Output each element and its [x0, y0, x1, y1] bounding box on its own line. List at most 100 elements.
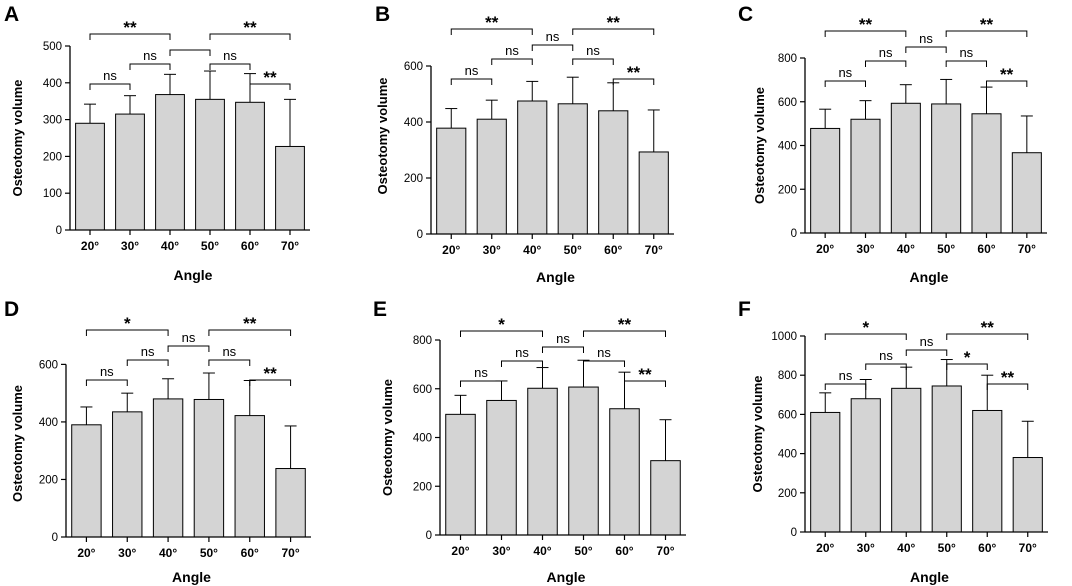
bar	[112, 411, 143, 538]
x-axis-label: Angle	[910, 269, 949, 285]
y-tick-label: 0	[52, 532, 58, 544]
significance-bracket	[208, 359, 251, 366]
y-tick-label: 800	[778, 370, 797, 382]
significance-bracket	[824, 383, 867, 390]
significance-label: ns	[838, 65, 852, 80]
significance-label: ns	[515, 345, 529, 360]
x-tick-label: 30°	[118, 546, 136, 560]
bar	[75, 122, 105, 231]
significance-label: **	[243, 314, 257, 333]
y-tick-label: 800	[778, 53, 797, 65]
y-axis-label: Osteotomy volume	[380, 379, 395, 496]
significance-bracket	[986, 383, 1029, 390]
y-tick-label: 200	[778, 488, 797, 500]
panel-f: F 20° 30° 40° 50° 60° 70° 0 200 400 600 800 1000 Angl…	[738, 298, 1048, 585]
x-tick-label: 60°	[241, 546, 259, 560]
bar	[275, 468, 306, 538]
y-tick-label: 0	[791, 228, 797, 240]
panel-e: E 20° 30° 40° 50° 60° 70° 0 200 400 600 800 Angle Ost…	[373, 298, 686, 585]
bar	[193, 398, 225, 538]
significance-bracket	[249, 379, 292, 386]
x-tick-label: 30°	[121, 239, 139, 253]
bar	[517, 100, 548, 235]
bar	[476, 118, 507, 235]
x-tick-label: 20°	[451, 544, 469, 558]
significance-bracket	[824, 30, 907, 37]
x-tick-label: 40°	[523, 243, 541, 257]
bar	[971, 113, 1002, 234]
y-tick-label: 100	[43, 188, 62, 200]
y-tick-label: 600	[39, 359, 58, 371]
significance-bracket	[460, 330, 543, 337]
y-tick-label: 200	[778, 184, 797, 196]
x-axis-label: Angle	[174, 267, 213, 283]
significance-label: **	[264, 364, 278, 383]
y-tick-label: 400	[413, 433, 432, 445]
bar	[195, 98, 225, 231]
panel-letter: C	[738, 3, 753, 26]
significance-bracket	[946, 363, 988, 370]
x-tick-label: 40°	[897, 242, 915, 256]
x-tick-label: 30°	[857, 541, 875, 555]
x-tick-label: 40°	[161, 239, 179, 253]
x-tick-label: 70°	[282, 546, 300, 560]
x-tick-label: 50°	[201, 239, 219, 253]
bar	[650, 460, 681, 536]
x-tick-label: 20°	[816, 242, 834, 256]
significance-bracket	[624, 380, 666, 387]
bar	[557, 103, 588, 235]
significance-bracket	[986, 80, 1028, 87]
panel-letter: A	[4, 3, 19, 26]
significance-label: ns	[959, 45, 973, 60]
y-tick-label: 600	[778, 409, 797, 421]
significance-label: ns	[879, 45, 893, 60]
bar	[810, 411, 841, 533]
significance-label: ns	[100, 364, 114, 379]
significance-bracket	[450, 78, 493, 85]
x-tick-label: 20°	[442, 243, 460, 257]
x-tick-label: 70°	[656, 544, 674, 558]
bar	[275, 145, 305, 231]
x-tick-label: 70°	[1018, 242, 1036, 256]
significance-bracket	[491, 58, 533, 65]
significance-bracket	[572, 28, 655, 35]
y-tick-label: 200	[404, 173, 423, 185]
bar	[1011, 152, 1042, 234]
y-axis-label: Osteotomy volume	[750, 375, 765, 492]
bar	[931, 103, 962, 234]
bar	[810, 127, 841, 234]
significance-bracket	[85, 329, 169, 336]
x-tick-label: 20°	[77, 546, 95, 560]
x-axis-label: Angle	[536, 269, 575, 285]
x-tick-label: 60°	[241, 239, 259, 253]
y-tick-label: 400	[778, 141, 797, 153]
panel-d: D 20° 30° 40° 50° 60° 70° 0 200 400 600 Angle Osteot…	[4, 298, 311, 585]
x-tick-label: 30°	[483, 243, 501, 257]
significance-bracket	[945, 60, 987, 67]
significance-label: **	[981, 318, 995, 337]
significance-bracket	[945, 30, 1028, 37]
bar	[115, 113, 145, 231]
significance-bracket	[542, 346, 584, 353]
x-tick-label: 60°	[977, 242, 995, 256]
x-tick-label: 50°	[574, 544, 592, 558]
significance-bracket	[572, 58, 614, 65]
significance-label: ns	[505, 43, 519, 58]
x-tick-label: 70°	[645, 243, 663, 257]
x-tick-label: 50°	[937, 242, 955, 256]
significance-label: ns	[556, 331, 570, 346]
y-tick-label: 600	[413, 384, 432, 396]
significance-label: ns	[586, 43, 600, 58]
significance-label: ns	[223, 48, 237, 63]
bar	[931, 385, 962, 533]
significance-bracket	[89, 83, 131, 90]
y-tick-label: 400	[404, 117, 423, 129]
x-axis-label: Angle	[547, 569, 586, 585]
bar	[436, 127, 467, 235]
bar	[235, 101, 265, 231]
x-tick-label: 70°	[1019, 541, 1037, 555]
y-tick-label: 0	[426, 530, 432, 542]
bar	[568, 386, 599, 536]
significance-bracket	[946, 333, 1029, 340]
significance-label: ns	[222, 344, 236, 359]
